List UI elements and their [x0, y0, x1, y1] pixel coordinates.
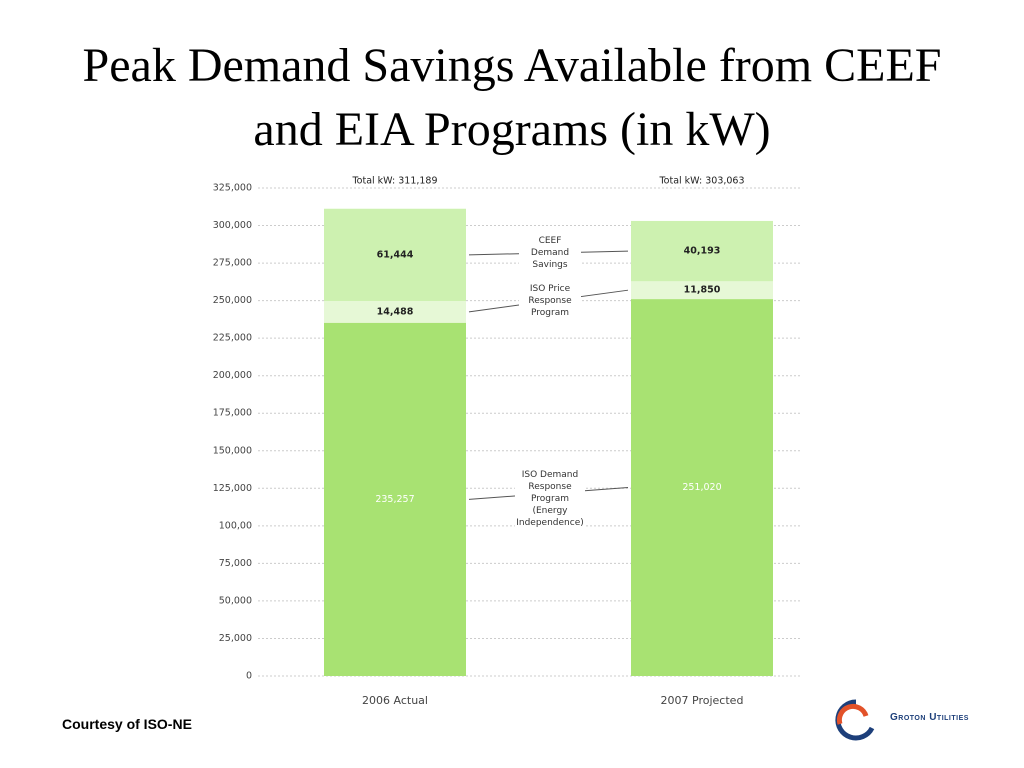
y-tick-label: 225,000	[213, 333, 252, 344]
bar-segment	[324, 322, 466, 676]
total-annotation: Total kW: 311,189	[351, 176, 437, 187]
y-tick-label: 125,000	[213, 483, 252, 494]
series-label: ISO Demand Response Program (Energy Inde…	[515, 469, 585, 530]
value-label: 251,020	[682, 482, 721, 493]
bar-segment	[631, 281, 773, 300]
bar-segment	[324, 300, 466, 323]
y-tick-label: 75,000	[219, 558, 252, 569]
bar-segment	[324, 208, 466, 301]
x-tick-label: 2006 Actual	[362, 694, 428, 707]
logo-icon	[835, 699, 875, 741]
source-note: Courtesy of ISO-NE	[62, 716, 192, 732]
logo-arc	[835, 699, 875, 741]
total-annotation: Total kW: 303,063	[658, 176, 744, 187]
y-tick-label: 325,000	[213, 183, 252, 194]
value-label: 14,488	[377, 306, 414, 317]
value-label: 235,257	[375, 494, 414, 505]
value-label: 40,193	[684, 246, 721, 257]
y-tick-label: 150,000	[213, 445, 252, 456]
y-tick-label: 50,000	[219, 595, 252, 606]
logo-arc	[836, 703, 869, 725]
y-tick-label: 100,00	[219, 520, 252, 531]
y-tick-label: 250,000	[213, 295, 252, 306]
value-label: 61,444	[377, 249, 414, 260]
bar-segment	[631, 299, 773, 676]
series-label: ISO Price Response Program	[519, 283, 581, 320]
y-tick-label: 200,000	[213, 370, 252, 381]
y-tick-label: 275,000	[213, 258, 252, 269]
value-label: 11,850	[684, 285, 721, 296]
y-tick-label: 25,000	[219, 633, 252, 644]
x-tick-label: 2007 Projected	[661, 694, 744, 707]
y-tick-label: 0	[246, 671, 252, 682]
series-label: CEEF Demand Savings	[519, 234, 581, 271]
y-tick-label: 300,000	[213, 220, 252, 231]
logo-text: Groton Utilities	[890, 712, 969, 723]
bar-segment	[631, 220, 773, 282]
y-tick-label: 175,000	[213, 408, 252, 419]
slide-title: Peak Demand Savings Available from CEEF …	[82, 39, 942, 156]
